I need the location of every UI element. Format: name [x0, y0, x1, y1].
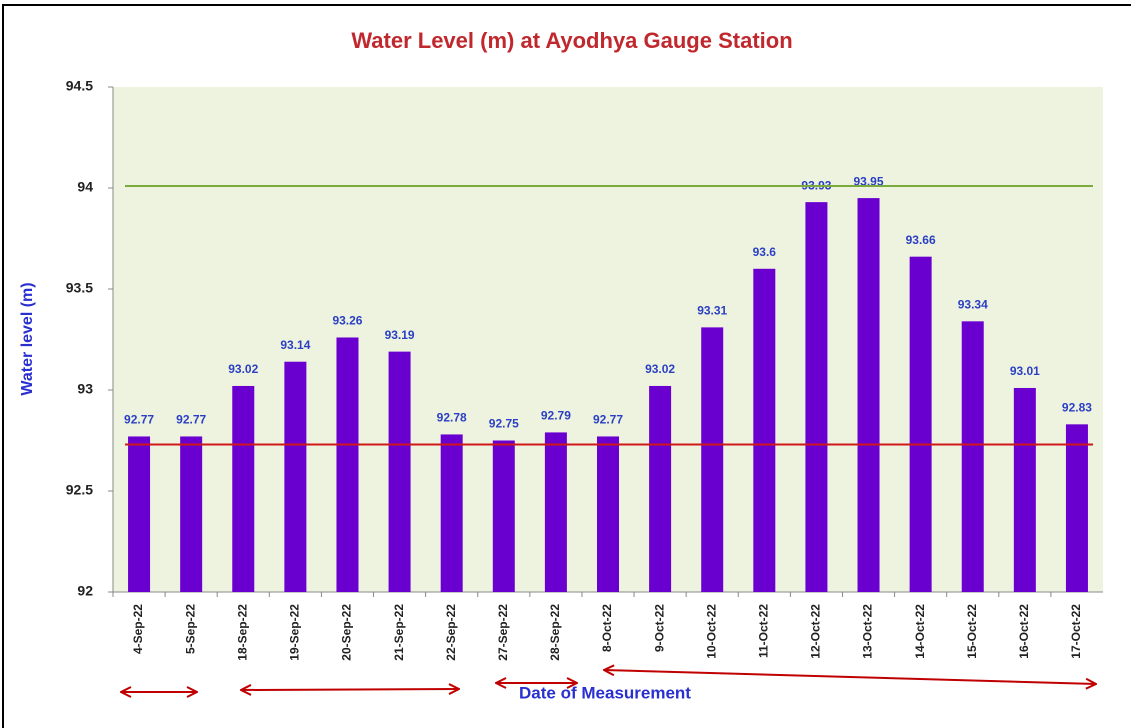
- value-label: 93.02: [645, 362, 675, 376]
- bar: [544, 432, 567, 592]
- arrow: [241, 689, 459, 690]
- value-label: 92.83: [1062, 401, 1092, 415]
- chart-title: Water Level (m) at Ayodhya Gauge Station: [351, 28, 792, 53]
- bar: [128, 436, 151, 592]
- value-label: 92.75: [489, 417, 519, 431]
- x-tick-label: 10-Oct-22: [704, 604, 718, 659]
- bar: [961, 321, 984, 592]
- y-axis-label: Water level (m): [19, 282, 36, 395]
- y-tick-label: 92: [77, 583, 93, 599]
- bar: [597, 436, 619, 592]
- value-label: 92.79: [541, 409, 571, 423]
- x-tick-label: 20-Sep-22: [340, 604, 354, 661]
- x-tick-label: 11-Oct-22: [756, 604, 770, 658]
- bar: [388, 351, 411, 592]
- bar: [909, 256, 932, 592]
- bar: [753, 268, 776, 592]
- x-tick-label: 13-Oct-22: [861, 604, 875, 659]
- x-tick-label: 16-Oct-22: [1017, 604, 1031, 659]
- bar: [492, 440, 515, 592]
- bar: [440, 434, 463, 592]
- y-tick-label: 94: [77, 179, 93, 195]
- bar: [284, 361, 307, 592]
- arrow: [604, 670, 1096, 684]
- x-tick-label: 27-Sep-22: [496, 604, 510, 661]
- frame: [2, 4, 1131, 728]
- bar: [1013, 387, 1036, 592]
- value-label: 92.77: [124, 413, 154, 427]
- bar: [857, 198, 880, 592]
- x-tick-label: 21-Sep-22: [392, 604, 406, 661]
- value-label: 93.02: [228, 362, 258, 376]
- value-label: 93.66: [906, 233, 936, 247]
- value-label: 93.01: [1010, 364, 1040, 378]
- x-tick-label: 22-Sep-22: [444, 604, 458, 661]
- x-axis-label: Date of Measurement: [519, 683, 691, 702]
- bar: [336, 337, 359, 592]
- y-tick-label: 94.5: [66, 78, 93, 94]
- bar: [701, 327, 724, 592]
- x-tick-label: 5-Sep-22: [183, 604, 197, 654]
- y-tick-label: 93.5: [66, 280, 93, 296]
- value-label: 92.77: [593, 413, 623, 427]
- bar: [649, 385, 672, 592]
- x-tick-label: 28-Sep-22: [548, 604, 562, 661]
- bar: [232, 385, 255, 592]
- x-tick-label: 19-Sep-22: [288, 604, 302, 661]
- value-label: 93.14: [280, 338, 310, 352]
- x-tick-label: 12-Oct-22: [809, 604, 823, 659]
- bar: [1065, 424, 1088, 592]
- value-label: 93.6: [753, 245, 777, 259]
- period-arrows: [121, 670, 1096, 692]
- x-tick-label: 4-Sep-22: [131, 604, 145, 654]
- y-tick-label: 93: [77, 381, 93, 397]
- value-label: 93.31: [697, 304, 727, 318]
- value-label: 92.77: [176, 413, 206, 427]
- value-label: 93.95: [854, 174, 884, 188]
- value-label: 93.19: [385, 328, 415, 342]
- bar: [180, 436, 203, 592]
- bar: [805, 202, 828, 592]
- x-tick-label: 17-Oct-22: [1069, 604, 1083, 659]
- x-tick-label: 8-Oct-22: [600, 604, 614, 652]
- x-tick-label: 9-Oct-22: [652, 604, 666, 652]
- value-label: 93.26: [332, 314, 362, 328]
- x-tick-label: 15-Oct-22: [965, 604, 979, 659]
- x-tick-label: 14-Oct-22: [913, 604, 927, 659]
- x-tick-label: 18-Sep-22: [235, 604, 249, 661]
- y-tick-label: 92.5: [66, 482, 93, 498]
- value-label: 93.34: [958, 297, 988, 311]
- value-label: 92.78: [437, 411, 467, 425]
